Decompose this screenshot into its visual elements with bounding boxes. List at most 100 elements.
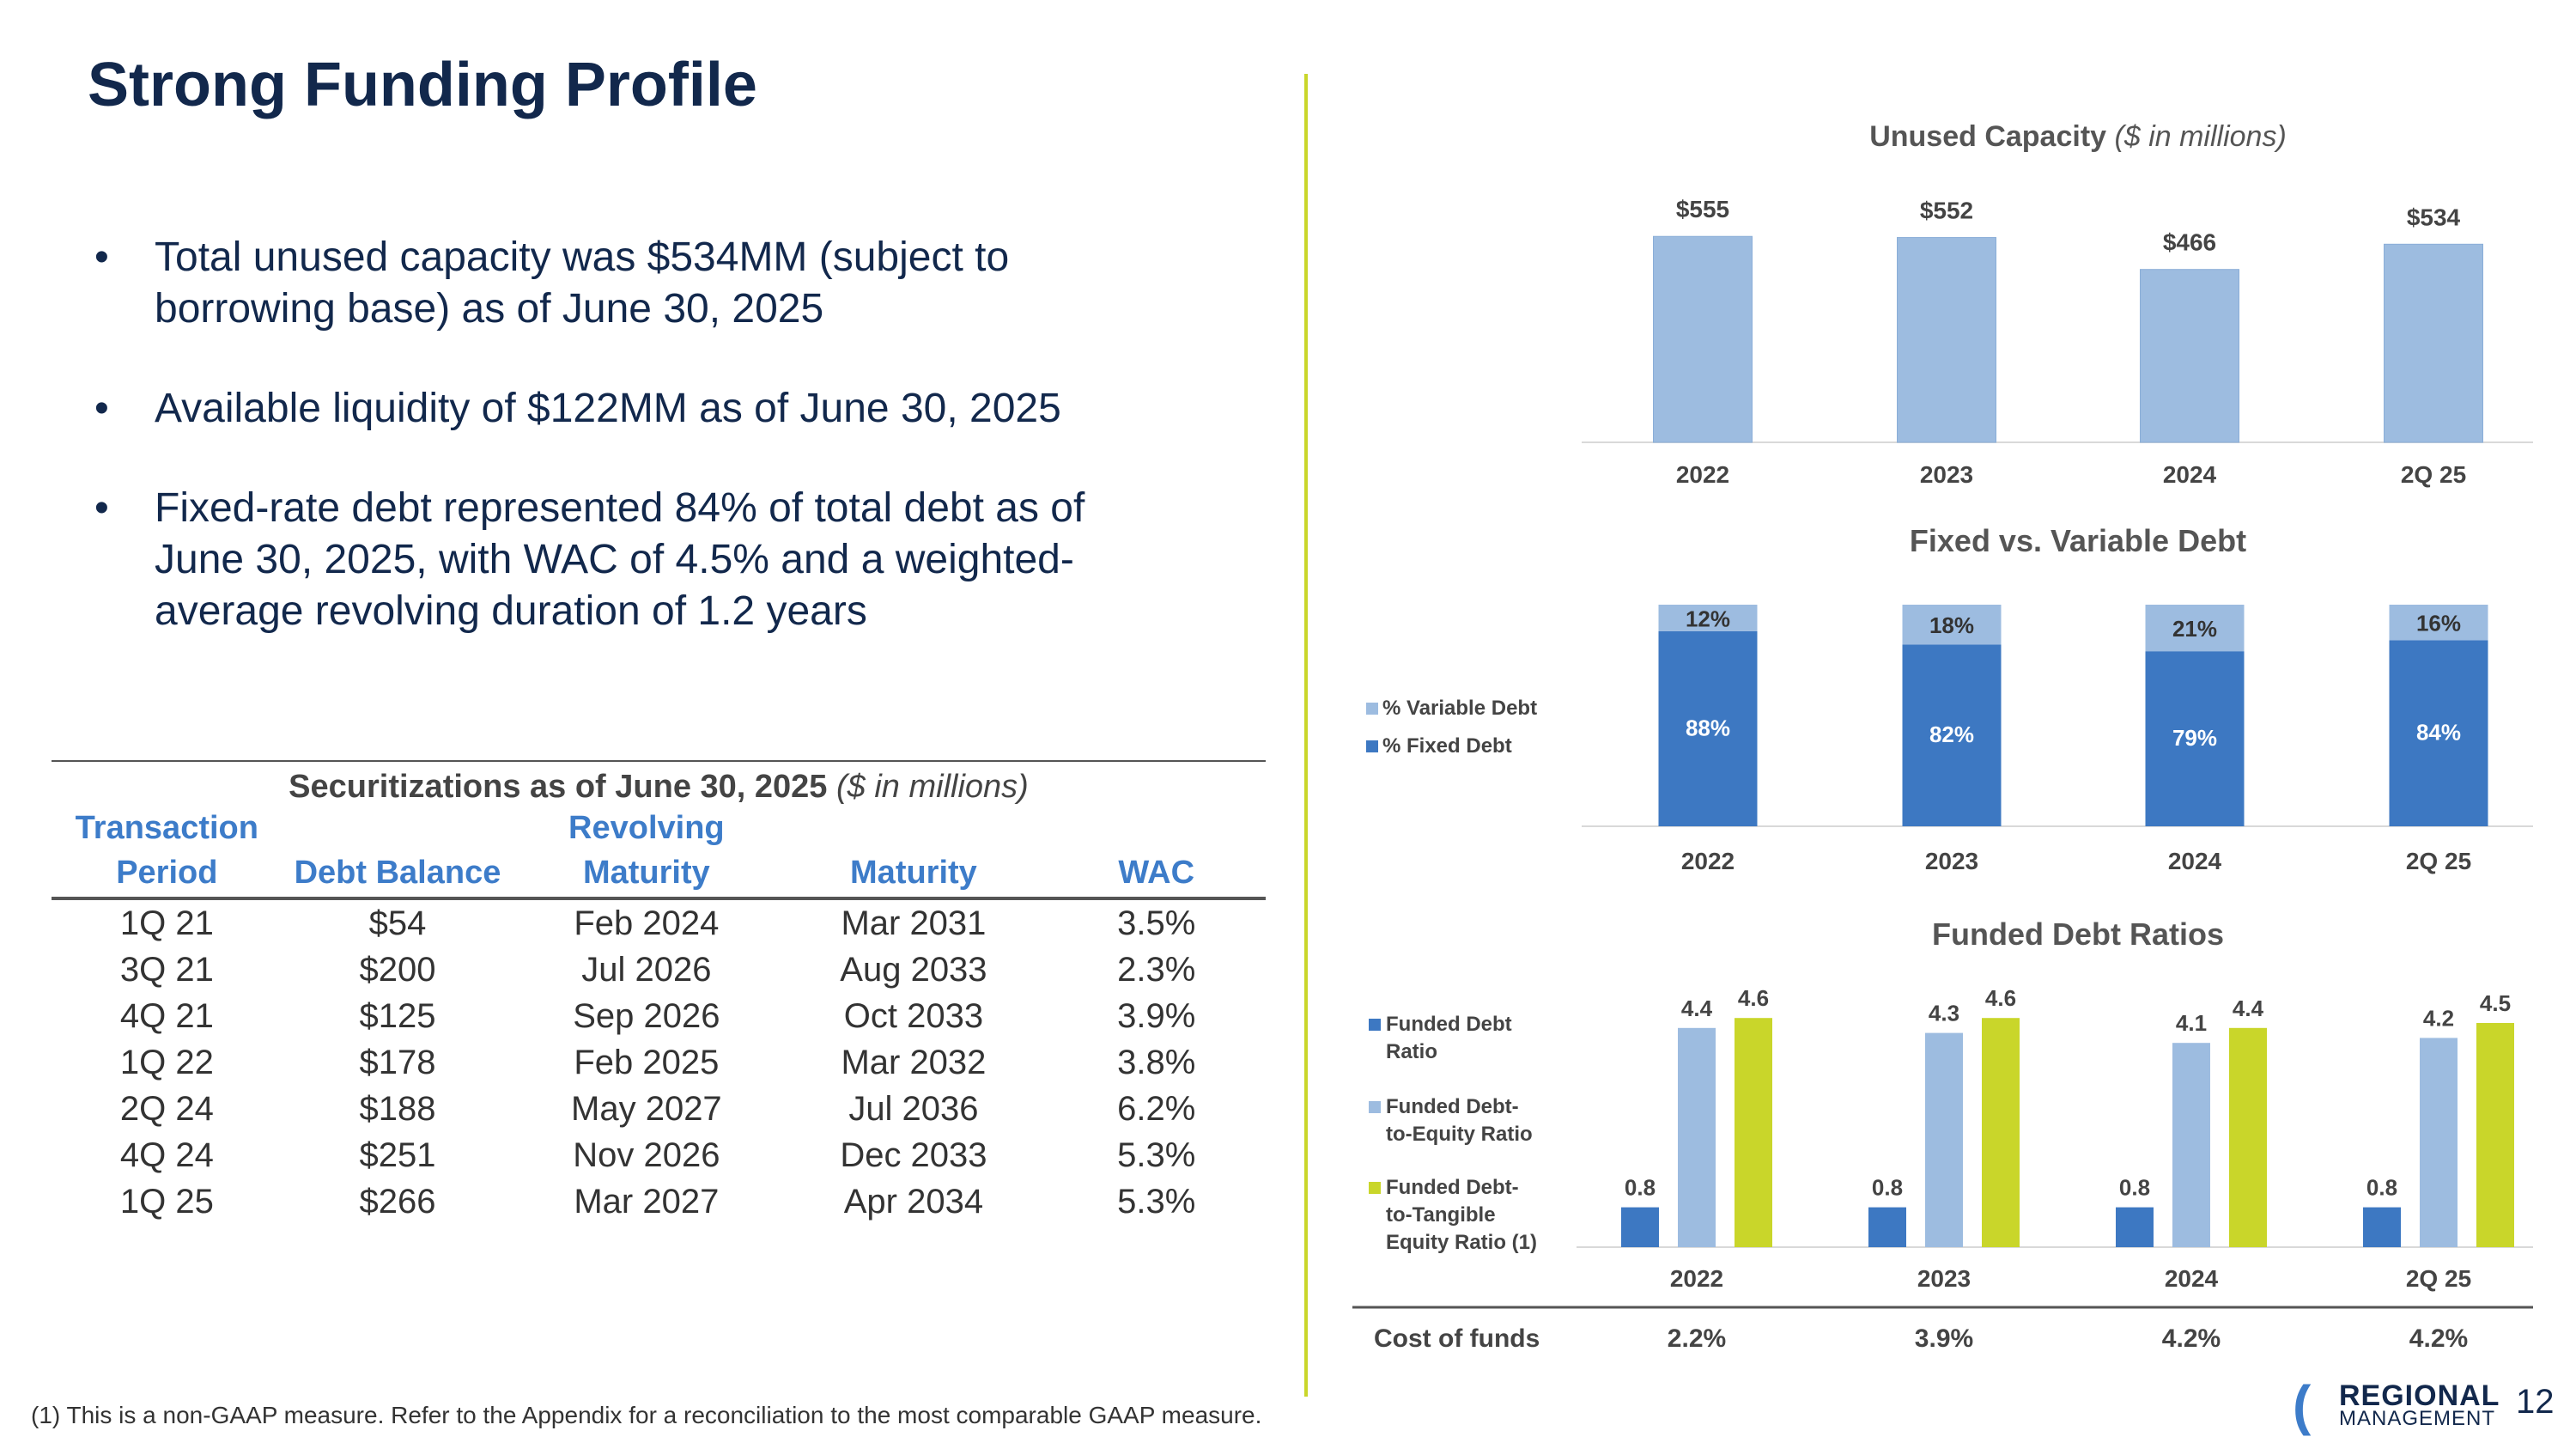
col-header-debt-balance: Debt Balance	[282, 806, 513, 900]
legend-label-variable-debt: % Variable Debt	[1382, 697, 1537, 720]
logo-swoosh-icon: (	[2293, 1374, 2312, 1436]
chart-subtitle-text: ($ in millions)	[2115, 120, 2287, 153]
bar-funded-debt-to-equity	[1678, 1027, 1716, 1247]
table-cell: 4Q 24	[119, 1136, 214, 1174]
regional-management-logo: ( REGIONAL MANAGEMENT	[2293, 1374, 2507, 1436]
chart-title-fixed-vs-variable: Fixed vs. Variable Debt	[1910, 523, 2246, 558]
table-cell: 1Q 22	[119, 1044, 214, 1081]
table-body: 1Q 21 $54 Feb 2024 Mar 2031 3.5% 3Q 21 $200 Jul…	[52, 898, 1266, 1225]
bar-funded-debt-to-tangible-equity	[1735, 1018, 1772, 1247]
bar-variable-debt	[2389, 605, 2488, 641]
legend-label-line: Funded Debt-	[1386, 1176, 1519, 1199]
x-tick-label: 2024	[2165, 1265, 2219, 1292]
table-cell: 3.5%	[1117, 904, 1196, 942]
table-cell: $125	[359, 997, 436, 1035]
data-label-unused-capacity: $466	[2163, 229, 2216, 256]
data-label-funded-debt-to-equity: 4.3	[1929, 1001, 1959, 1026]
table-cell: $266	[359, 1183, 436, 1221]
cost-of-funds-label: Cost of funds	[1374, 1324, 1540, 1353]
col-header-transaction-period: Transaction Period	[52, 806, 283, 900]
table-cell: Oct 2033	[843, 997, 984, 1035]
data-label-funded-debt-to-tangible-equity: 4.4	[2233, 995, 2264, 1021]
table-cell: Jul 2036	[848, 1090, 979, 1128]
legend-swatch-funded-debt-ratio	[1369, 1019, 1381, 1031]
legend-swatch-funded-debt-to-tangible-equity	[1369, 1182, 1381, 1194]
bar-fixed-debt	[2145, 651, 2245, 826]
legend-label-line: Equity Ratio (1)	[1386, 1231, 1537, 1254]
table-cell: 6.2%	[1117, 1090, 1196, 1128]
data-label-funded-debt-ratio: 0.8	[1625, 1175, 1656, 1201]
bullet-item: Fixed-rate debt represented 84% of total…	[94, 483, 1176, 637]
bar-unused-capacity	[2384, 243, 2483, 443]
cost-of-funds-value: 4.2%	[2162, 1324, 2221, 1353]
data-label-unused-capacity: $552	[1920, 198, 1973, 224]
table-row: 1Q 21 $54 Feb 2024 Mar 2031 3.5%	[52, 898, 1266, 947]
legend-label-line: to-Tangible	[1386, 1203, 1496, 1227]
table-cell: May 2027	[571, 1090, 722, 1128]
bar-funded-debt-to-equity	[2172, 1043, 2210, 1247]
bar-funded-debt-to-tangible-equity	[2229, 1027, 2267, 1247]
data-label-funded-debt-to-tangible-equity: 4.5	[2480, 990, 2511, 1016]
bar-funded-debt-ratio	[1868, 1207, 1906, 1247]
table-row: 1Q 25 $266 Mar 2027 Apr 2034 5.3%	[52, 1178, 1266, 1225]
legend-label-funded-debt-ratio: Funded Debt Ratio	[1386, 1013, 1512, 1063]
data-label-funded-debt-to-tangible-equity: 4.6	[1985, 985, 2016, 1011]
data-label-variable-debt: 21%	[2172, 616, 2217, 642]
x-tick-label: 2024	[2168, 848, 2222, 874]
bar-fixed-debt	[2389, 640, 2488, 826]
table-row: 2Q 24 $188 May 2027 Jul 2036 6.2%	[52, 1086, 1266, 1132]
x-tick-label: 2023	[1920, 461, 1973, 488]
data-label-funded-debt-ratio: 0.8	[1872, 1175, 1903, 1201]
legend-swatch-funded-debt-to-equity	[1369, 1101, 1381, 1113]
securitizations-table: Transaction Period Debt Balance Revolvin…	[52, 806, 1266, 1225]
data-label-fixed-debt: 84%	[2416, 720, 2461, 746]
table-cell: Dec 2033	[840, 1136, 987, 1174]
table-cell: Mar 2032	[841, 1044, 987, 1081]
data-label-funded-debt-to-equity: 4.2	[2423, 1005, 2454, 1031]
legend-label-funded-debt-to-tangible-equity: Funded Debt-to-Tangible Equity Ratio (1)	[1386, 1176, 1537, 1254]
table-cell: 2.3%	[1117, 951, 1196, 989]
page-title: Strong Funding Profile	[88, 51, 757, 119]
table-cell: Sep 2026	[573, 997, 720, 1035]
data-label-fixed-debt: 88%	[1686, 715, 1730, 740]
chart-title-funded-debt-ratios: Funded Debt Ratios	[1932, 916, 2224, 952]
logo-line-2: MANAGEMENT	[2339, 1407, 2496, 1430]
data-label-fixed-debt: 82%	[1929, 721, 1974, 747]
bar-funded-debt-ratio	[1621, 1207, 1659, 1247]
data-label-fixed-debt: 79%	[2172, 725, 2217, 751]
data-label-unused-capacity: $555	[1676, 196, 1729, 222]
table-cell: Jul 2026	[581, 951, 712, 989]
table-cell: $188	[359, 1090, 436, 1128]
bullet-item: Total unused capacity was $534MM (subjec…	[94, 232, 1176, 335]
bar-variable-debt	[1902, 605, 2002, 645]
bar-variable-debt	[1658, 605, 1758, 631]
bar-funded-debt-to-equity	[1925, 1032, 1963, 1247]
legend-swatch-variable-debt	[1366, 703, 1378, 715]
bar-unused-capacity	[1897, 237, 1996, 443]
bar-fixed-debt	[1658, 630, 1758, 826]
legend-label-line: to-Equity Ratio	[1386, 1123, 1533, 1146]
bar-funded-debt-to-tangible-equity	[2476, 1023, 2514, 1247]
data-label-funded-debt-to-equity: 4.1	[2176, 1010, 2207, 1036]
legend-label-line: Ratio	[1386, 1040, 1437, 1063]
table-cell: $54	[368, 904, 427, 942]
cost-of-funds-value: 2.2%	[1668, 1324, 1726, 1353]
table-cell: Feb 2025	[574, 1044, 720, 1081]
cost-of-funds-value: 3.9%	[1915, 1324, 1973, 1353]
bar-fixed-debt	[1902, 644, 2002, 826]
x-tick-label: 2Q 25	[2406, 848, 2471, 874]
table-row: 4Q 21 $125 Sep 2026 Oct 2033 3.9%	[52, 993, 1266, 1039]
bullet-list: Total unused capacity was $534MM (subjec…	[94, 232, 1176, 685]
table-row: 3Q 21 $200 Jul 2026 Aug 2033 2.3%	[52, 947, 1266, 993]
table-cell: $178	[359, 1044, 436, 1081]
bar-funded-debt-to-equity	[2420, 1038, 2458, 1247]
table-caption-note: ($ in millions)	[836, 769, 1029, 805]
bar-unused-capacity	[2140, 269, 2239, 443]
col-header-maturity: Maturity	[780, 806, 1048, 900]
table-cell: 2Q 24	[119, 1090, 214, 1128]
table-header-row: Transaction Period Debt Balance Revolvin…	[52, 806, 1266, 900]
table-cell: 1Q 25	[119, 1183, 214, 1221]
table-cell: 5.3%	[1117, 1183, 1196, 1221]
table-cell: 1Q 21	[119, 904, 214, 942]
table-cell: 3.8%	[1117, 1044, 1196, 1081]
